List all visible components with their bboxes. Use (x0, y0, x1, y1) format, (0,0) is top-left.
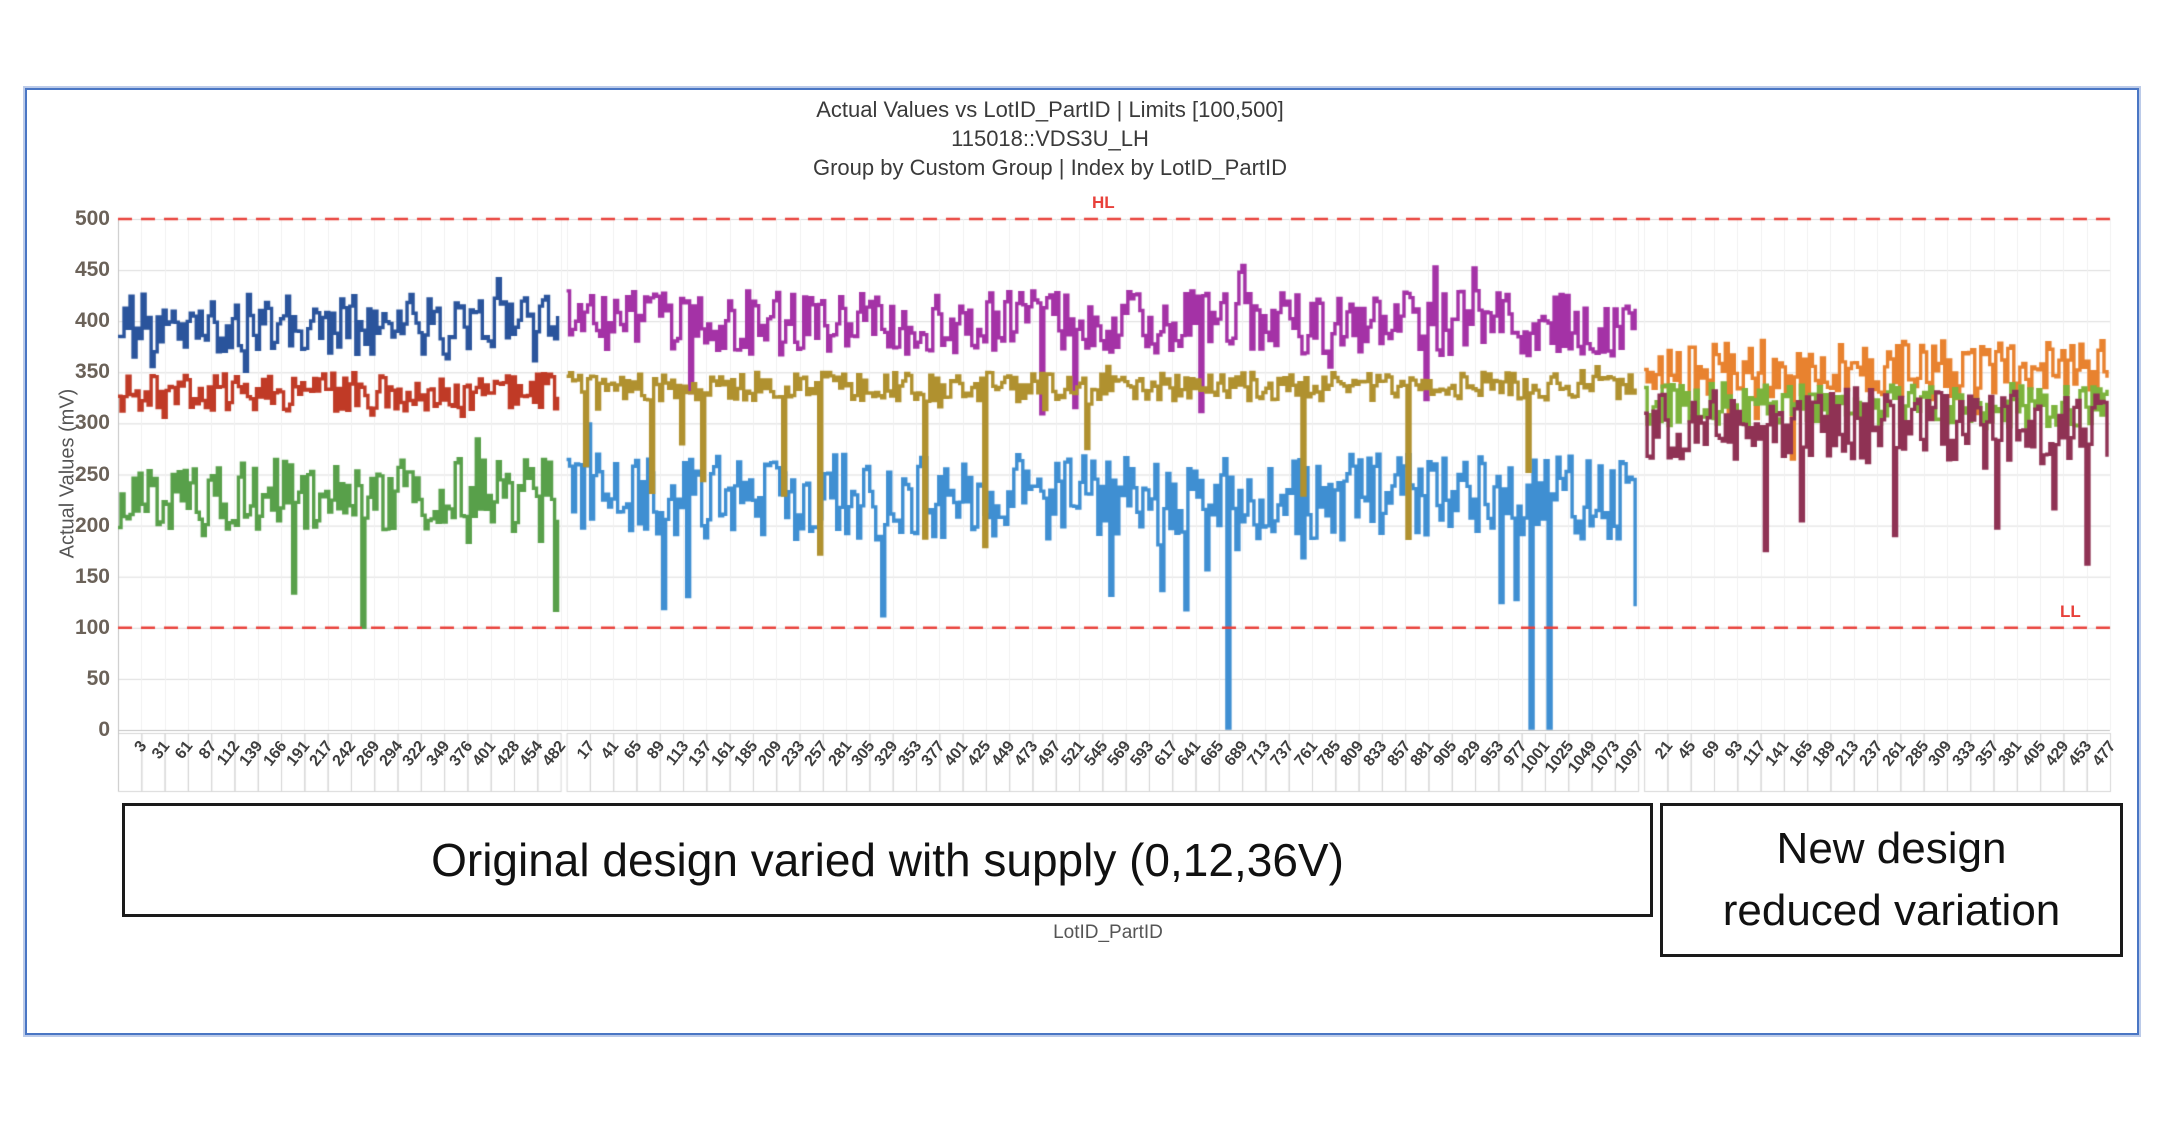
y-tick-label: 150 (74, 564, 110, 588)
new-design-note-line-1: New design (1776, 824, 2007, 873)
y-tick-label: 400 (74, 309, 110, 333)
y-tick-label: 50 (86, 666, 110, 690)
original-design-note-text: Original design varied with supply (0,12… (431, 834, 1344, 886)
chart-title: Actual Values vs LotID_PartID | Limits [… (25, 95, 2075, 182)
y-tick-label: 300 (74, 411, 110, 435)
chart-title-line-2: 115018::VDS3U_LH (951, 126, 1149, 151)
x-axis-title: LotID_PartID (1053, 922, 1163, 943)
chart-title-line-1: Actual Values vs LotID_PartID | Limits [… (816, 97, 1284, 122)
original-design-note: Original design varied with supply (0,12… (122, 803, 1653, 917)
y-tick-label: 500 (74, 207, 110, 230)
high-limit-label: HL (1092, 193, 1115, 212)
y-tick-label: 250 (74, 462, 110, 486)
y-tick-label: 200 (74, 513, 110, 537)
y-tick-label: 0 (98, 718, 110, 741)
low-limit-label: LL (2060, 601, 2081, 621)
y-tick-label: 450 (74, 258, 110, 282)
y-tick-label: 100 (74, 615, 110, 639)
new-design-note: New design reduced variation (1660, 803, 2123, 957)
y-tick-label: 350 (74, 360, 110, 384)
chart-title-line-3: Group by Custom Group | Index by LotID_P… (812, 155, 1288, 180)
new-design-note-line-2: reduced variation (1722, 886, 2061, 935)
